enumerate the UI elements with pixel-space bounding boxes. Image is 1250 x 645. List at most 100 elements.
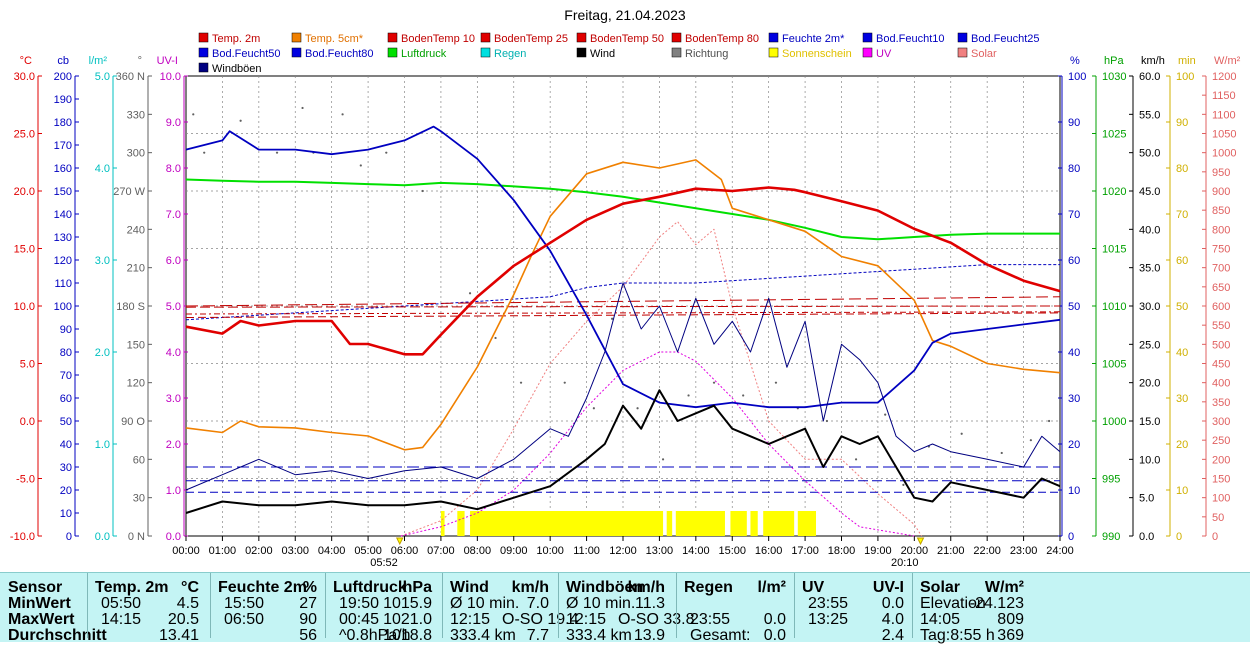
axis-label-hum: 100 (1068, 71, 1086, 83)
axis-label-wind: 0.0 (1139, 531, 1154, 543)
sunshine-bar (675, 511, 725, 536)
axis-label-wind: 35.0 (1139, 263, 1160, 275)
axis-label-cb: 80 (60, 347, 72, 359)
stats-cell: 20.5 (167, 611, 199, 628)
wind-direction-point (592, 407, 595, 410)
series-windb-en (185, 282, 1061, 491)
series-temp-5cm- (185, 159, 1061, 451)
wind-direction-point (341, 113, 344, 116)
axis-label-wind: 10.0 (1139, 454, 1160, 466)
stats-column-unit: °C (181, 579, 199, 596)
wind-direction-point (468, 292, 472, 295)
stats-cell: 23:55 (690, 611, 731, 628)
axis-label-dir: 180 S (116, 301, 145, 313)
axis-label-uv: 8.0 (166, 163, 181, 175)
stats-cell: 333.4 km (566, 627, 632, 644)
axis-unit-dir: ° (138, 55, 142, 67)
axis-label-cb: 100 (54, 301, 72, 313)
series-bodentemp-80 (185, 296, 1061, 307)
stats-column-unit: W/m² (984, 579, 1024, 596)
stats-separator (442, 573, 443, 638)
axis-label-temp: 25.0 (14, 129, 35, 141)
stats-cell: O-SO 19.4 (502, 611, 579, 628)
wind-direction-point (742, 394, 745, 397)
series-uv (400, 351, 915, 537)
x-tick-label: 12:00 (609, 545, 637, 557)
stats-row-label: Durchschnitt (8, 627, 107, 644)
stats-column-header: Wind (450, 579, 489, 596)
axis-label-cb: 30 (60, 462, 72, 474)
axis-label-solar: 300 (1212, 416, 1230, 428)
wind-direction-point (712, 381, 716, 384)
stats-column-unit: UV-I (872, 579, 904, 596)
axis-label-cb: 140 (54, 209, 72, 221)
x-tick-label: 18:00 (828, 545, 856, 557)
legend-swatch (671, 32, 682, 43)
axis-label-wind: 55.0 (1139, 109, 1160, 121)
axis-label-cb: 190 (54, 94, 72, 106)
axis-label-cb: 60 (60, 393, 72, 405)
axis-label-cb: 160 (54, 163, 72, 175)
stats-cell: Tag:8:55 h (920, 627, 995, 644)
legend-label: Sonnenschein (782, 48, 852, 60)
axis-label-sun: 80 (1176, 163, 1188, 175)
axis-unit-temp: °C (20, 55, 32, 67)
legend-swatch (957, 32, 968, 43)
stats-cell: 13:25 (808, 611, 849, 628)
axis-label-solar: 900 (1212, 186, 1230, 198)
axis-label-uv: 7.0 (166, 209, 181, 221)
x-tick-label: 13:00 (646, 545, 674, 557)
sunshine-bar (750, 511, 758, 536)
axis-label-cb: 170 (54, 140, 72, 152)
stats-cell: ^0.8hPa/h (339, 627, 411, 644)
axis-label-dir: 270 W (113, 186, 145, 198)
stats-cell: 369 (997, 627, 1024, 644)
axis-label-wind: 45.0 (1139, 186, 1160, 198)
axis-label-wind: 60.0 (1139, 71, 1160, 83)
axis-label-cb: 180 (54, 117, 72, 129)
x-tick-label: 17:00 (791, 545, 819, 557)
axis-label-press: 1000 (1102, 416, 1126, 428)
wind-direction-point (902, 483, 905, 486)
axis-label-dir: 120 (127, 378, 145, 390)
axis-label-solar: 1150 (1212, 90, 1236, 102)
axis-label-dir: 150 (127, 339, 145, 351)
axis-label-solar: 650 (1212, 282, 1230, 294)
legend-swatch (768, 32, 779, 43)
axis-label-solar: 350 (1212, 397, 1230, 409)
sunrise-label: 05:52 (370, 557, 398, 569)
weather-chart: Freitag, 21.04.2023 Temp. 2m Temp. 5cm* Bod… (10, 7, 1241, 569)
x-tick-label: 02:00 (245, 545, 273, 557)
axis-unit-press: hPa (1104, 55, 1124, 67)
axis-label-uv: 5.0 (166, 301, 181, 313)
stats-separator (87, 573, 88, 638)
legend-swatch (480, 32, 491, 43)
axis-label-solar: 1000 (1212, 148, 1236, 160)
legend-swatch (862, 32, 873, 43)
x-tick-label: 07:00 (427, 545, 455, 557)
sunshine-bar (797, 511, 817, 536)
sunshine-bar (666, 511, 673, 536)
axis-label-press: 1015 (1102, 244, 1126, 256)
axis-label-hum: 70 (1068, 209, 1080, 221)
legend-label: Wind (590, 48, 615, 60)
legend-label: BodenTemp 80 (685, 33, 759, 45)
wind-direction-point (636, 407, 639, 410)
stats-cell: 27 (299, 595, 317, 612)
series-bodentemp-10 (185, 312, 1061, 318)
stats-cell: 1018.8 (383, 627, 432, 644)
stats-cell: 7.7 (526, 627, 549, 644)
legend-label: Luftdruck (401, 48, 447, 60)
series-luftdruck (185, 178, 1060, 241)
statistics-table: Sensor MinWert MaxWert Durchschnitt Temp. 2m… (0, 572, 1250, 644)
wind-direction-point (1047, 419, 1051, 423)
axis-label-rain: 4.0 (95, 163, 110, 175)
legend-swatch (198, 62, 209, 73)
axis-unit-wind: km/h (1141, 55, 1165, 67)
axis-label-dir: 90 O (121, 416, 145, 428)
axis-label-temp: 5.0 (20, 359, 35, 371)
legend-label: Temp. 5cm* (305, 33, 364, 45)
axis-label-hum: 20 (1068, 439, 1080, 451)
axis-label-cb: 70 (60, 370, 72, 382)
axis-label-sun: 0 (1176, 531, 1182, 543)
